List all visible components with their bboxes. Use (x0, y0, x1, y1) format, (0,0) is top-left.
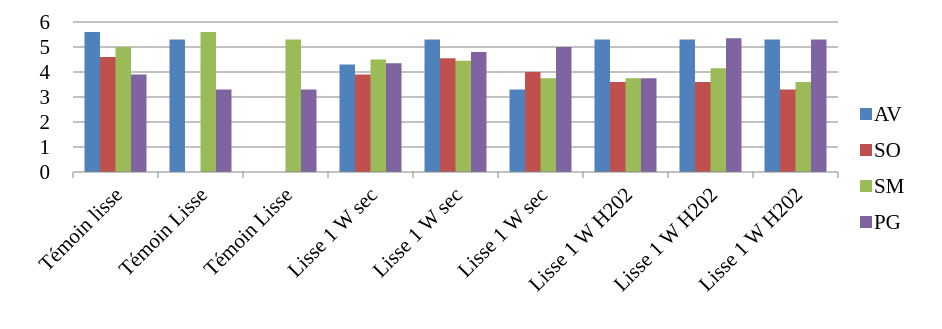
bar-av-6 (509, 89, 525, 172)
bar-av-7 (594, 39, 610, 172)
bar-so-4 (355, 74, 371, 172)
bar-sm-6 (540, 78, 556, 172)
y-tick-label: 5 (40, 35, 51, 59)
bar-pg-8 (726, 38, 742, 172)
bar-av-1 (84, 32, 100, 172)
bar-sm-8 (710, 68, 726, 172)
y-tick-label: 4 (40, 60, 51, 84)
bar-so-5 (440, 58, 456, 172)
bar-pg-3 (301, 89, 317, 172)
legend-swatch-sm (860, 180, 872, 192)
bar-pg-1 (131, 74, 147, 172)
bar-sm-9 (795, 82, 811, 172)
legend-label-pg: PG (874, 210, 901, 234)
bar-sm-7 (625, 78, 641, 172)
bar-so-1 (100, 57, 116, 172)
legend-label-sm: SM (874, 174, 905, 198)
bar-pg-6 (556, 47, 572, 172)
y-tick-label: 1 (40, 135, 51, 159)
bar-sm-2 (200, 32, 216, 172)
bar-av-4 (339, 64, 355, 172)
bar-av-9 (764, 39, 780, 172)
bar-av-8 (679, 39, 695, 172)
legend-label-av: AV (874, 102, 902, 126)
legend-swatch-pg (860, 216, 872, 228)
bar-sm-5 (455, 60, 471, 172)
bar-so-6 (525, 72, 541, 172)
bar-sm-3 (285, 39, 301, 172)
legend-label-so: SO (874, 138, 901, 162)
bar-pg-9 (811, 39, 827, 172)
bar-sm-4 (370, 59, 386, 172)
bar-pg-2 (216, 89, 232, 172)
x-category-label: Témoin Lisse (114, 183, 212, 281)
bar-pg-4 (386, 63, 402, 172)
y-tick-label: 0 (40, 160, 51, 184)
legend: AV SO SM PG (860, 102, 905, 234)
bar-sm-1 (115, 47, 131, 172)
bar-av-5 (424, 39, 440, 172)
x-axis (72, 171, 839, 178)
bar-so-9 (780, 89, 796, 172)
bar-pg-7 (641, 78, 657, 172)
bar-so-7 (610, 82, 626, 172)
bar-so-8 (695, 82, 711, 172)
y-tick-label: 6 (40, 10, 51, 34)
y-tick-label: 2 (40, 110, 51, 134)
bar-av-2 (169, 39, 185, 172)
x-category-label: Lisse 1 W sec (368, 183, 467, 282)
legend-swatch-so (860, 144, 872, 156)
y-tick-label: 3 (40, 85, 51, 109)
x-category-label: Témoin lisse (34, 183, 127, 276)
bars (84, 32, 827, 172)
legend-swatch-av (860, 108, 872, 120)
bar-pg-5 (471, 52, 487, 172)
x-category-label: Témoin Lisse (199, 183, 297, 281)
x-category-label: Lisse 1 W sec (283, 183, 382, 282)
